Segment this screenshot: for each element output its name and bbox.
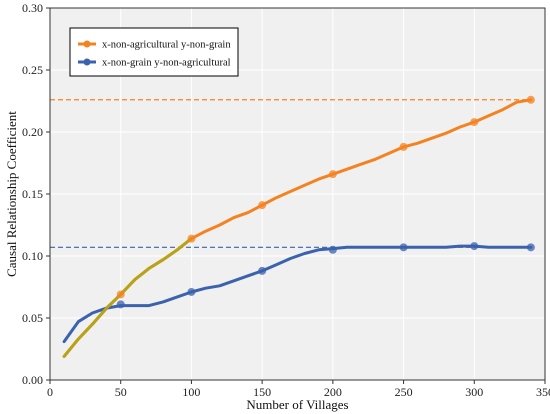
series-1-marker [258,201,267,210]
x-tick-label: 300 [465,385,483,399]
series-1-marker [470,118,479,127]
legend-label-1: x-non-agricultural y-non-grain [102,40,231,51]
series-2-marker [470,242,479,251]
y-tick-label: 0.10 [22,249,43,263]
series-2-marker [116,300,125,309]
x-tick-label: 200 [324,385,342,399]
y-tick-label: 0.20 [22,125,43,139]
series-2-marker [526,243,535,252]
y-tick-labels: 0.00 0.05 0.10 0.15 0.20 0.25 0.30 [22,1,43,387]
x-tick-label: 100 [182,385,200,399]
series-1-marker [187,234,196,243]
x-axis-title: Number of Villages [246,397,348,412]
series-1-marker [328,170,337,179]
y-tick-label: 0.15 [22,187,43,201]
legend-box [69,27,239,77]
series-line-1-overlap [62,237,193,358]
y-axis-title: Causal Relationship Coefficient [4,111,19,277]
x-tick-label: 150 [253,385,271,399]
legend-marker-2 [83,58,91,66]
legend-marker-1 [83,40,91,48]
series-1-marker [116,290,125,299]
series-2-marker [258,266,267,275]
series-line-2 [62,244,533,344]
series-2-marker [399,243,408,252]
series-markers [116,95,535,309]
legend: x-non-agricultural y-non-grain x-non-grai… [69,27,239,77]
y-tick-label: 0.30 [22,1,43,15]
series-2-marker [328,245,337,254]
series-1-marker [526,95,535,104]
x-tick-label: 50 [115,385,127,399]
x-tick-label: 250 [395,385,413,399]
series-2-marker [187,287,196,296]
y-tick-label: 0.25 [22,63,43,77]
y-tick-label: 0.00 [22,373,43,387]
x-tick-label: 350 [536,385,550,399]
series-1-marker [399,142,408,151]
series-lines [62,98,533,358]
legend-label-2: x-non-grain y-non-agricultural [102,58,231,69]
y-tick-label: 0.05 [22,311,43,325]
x-tick-labels: 0 50 100 150 200 250 300 350 [47,385,550,399]
axes [46,7,546,384]
x-tick-label: 0 [47,385,53,399]
